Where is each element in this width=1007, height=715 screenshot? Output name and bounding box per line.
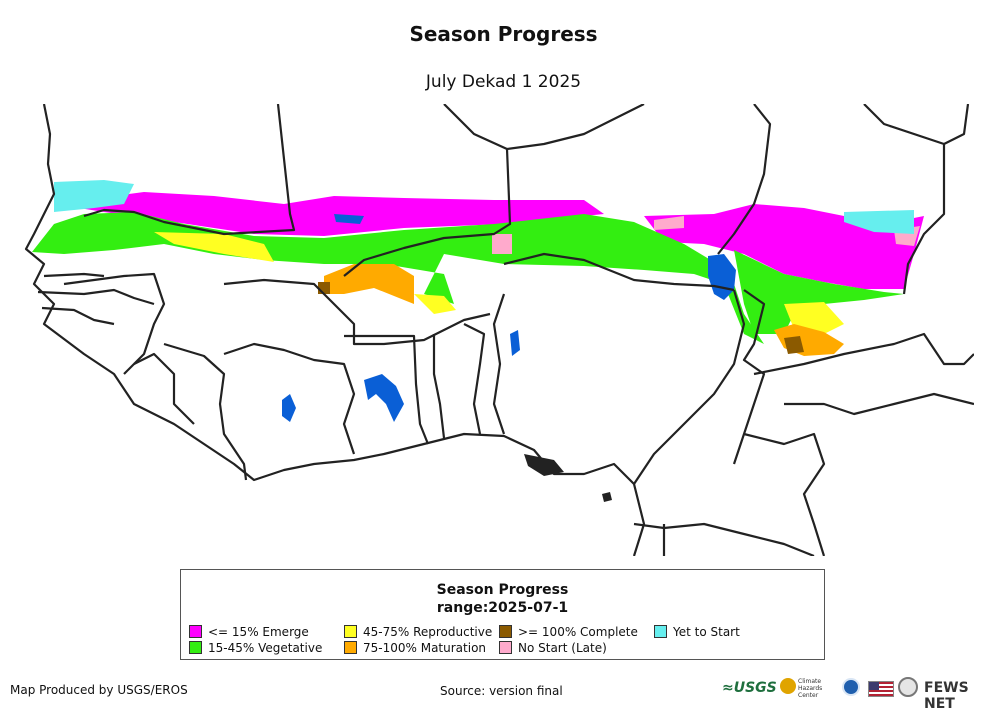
border-libya-top [943, 104, 970, 145]
legend: Season Progress range:2025-07-1 <= 15% E… [180, 569, 825, 660]
region-yet-to-start-east [844, 210, 914, 234]
border-niger-nigeria [503, 252, 735, 292]
border-niger-libya [863, 104, 946, 295]
legend-title: Season Progress [436, 582, 569, 598]
border-guinea-bissau [41, 306, 115, 326]
region-emerge-west [54, 192, 604, 236]
region-no-start-mid [492, 234, 512, 254]
islands [524, 454, 612, 502]
water-senegal [334, 214, 364, 224]
border-car-south [784, 392, 974, 416]
swatch-emerge [189, 625, 202, 638]
border-ivory-ghana [223, 342, 356, 455]
us-flag-icon [868, 681, 894, 697]
legend-label: >= 100% Complete [518, 625, 638, 639]
border-chad-cameroon [732, 289, 766, 465]
legend-item-yet-to-start: Yet to Start [654, 625, 740, 639]
season-progress-map [24, 104, 974, 556]
legend-label: 75-100% Maturation [363, 641, 487, 655]
data-layer [32, 180, 924, 356]
border-togo-benin [432, 334, 446, 439]
fews-net-logo: FEWS NET [924, 680, 969, 712]
legend-item-no-start: No Start (Late) [499, 641, 607, 655]
region-maturation-mid [324, 264, 414, 304]
swatch-complete [499, 625, 512, 638]
border-ivory-west [163, 342, 248, 481]
border-senegal-south [37, 288, 155, 306]
legend-item-reproductive: 45-75% Reproductive [344, 625, 492, 639]
region-complete-mid [318, 282, 330, 294]
border-nigeria-cameroon [633, 289, 746, 485]
legend-range: range:2025-07-1 [436, 600, 569, 616]
legend-label: 15-45% Vegetative [208, 641, 323, 655]
source-note: Source: version final [440, 684, 563, 698]
region-yet-to-start-west [54, 180, 134, 212]
region-complete-east [784, 336, 804, 354]
border-nigeria-south [492, 293, 506, 435]
lake-kossou [282, 394, 296, 422]
legend-label: No Start (Late) [518, 641, 607, 655]
border-central-africa [743, 432, 826, 556]
swatch-yet-to-start [654, 625, 667, 638]
region-vegetative-east [734, 250, 904, 334]
swatch-reproductive [344, 625, 357, 638]
region-no-start-east [654, 216, 684, 230]
producer-credit: Map Produced by USGS/EROS [10, 683, 188, 697]
border-gambia [43, 272, 105, 278]
country-borders [24, 104, 974, 556]
state-department-seal-icon [898, 677, 918, 697]
region-reproductive-west [154, 232, 274, 262]
border-gabon-congo [633, 522, 815, 556]
legend-label: Yet to Start [673, 625, 740, 639]
swatch-maturation [344, 641, 357, 654]
border-algeria-mali [443, 104, 645, 151]
lake-kainji [510, 330, 520, 356]
border-niger-chad [717, 104, 772, 255]
region-reproductive-mid [414, 294, 456, 314]
swatch-no-start [499, 641, 512, 654]
coastline [24, 104, 646, 556]
legend-label: <= 15% Emerge [208, 625, 309, 639]
noaa-logo-icon [842, 678, 860, 696]
lake-volta [364, 374, 404, 422]
chc-logo-icon [780, 678, 796, 694]
border-burkina [223, 278, 491, 346]
map-title: Season Progress [409, 22, 598, 46]
border-liberia [133, 352, 195, 425]
chc-logo-text: Climate Hazards Center [798, 678, 823, 699]
island-bioko [602, 492, 612, 502]
swatch-vegetative [189, 641, 202, 654]
border-benin-nigeria [463, 323, 486, 435]
island-niger-delta [524, 454, 564, 476]
legend-label: 45-75% Reproductive [363, 625, 493, 639]
border-mauritania-mali [83, 104, 296, 236]
legend-item-emerge: <= 15% Emerge [189, 625, 309, 639]
border-ghana-togo [344, 334, 430, 445]
legend-item-complete: >= 100% Complete [499, 625, 638, 639]
border-chad-car [753, 332, 974, 376]
border-mali-niger [343, 148, 512, 277]
usgs-logo: ≈USGS [722, 680, 777, 696]
map-subtitle: July Dekad 1 2025 [425, 72, 582, 92]
partner-logos: ≈USGS Climate Hazards Center FEWS NET [722, 677, 1002, 712]
legend-item-maturation: 75-100% Maturation [344, 641, 486, 655]
border-guinea-mali [63, 272, 166, 375]
legend-item-vegetative: 15-45% Vegetative [189, 641, 322, 655]
